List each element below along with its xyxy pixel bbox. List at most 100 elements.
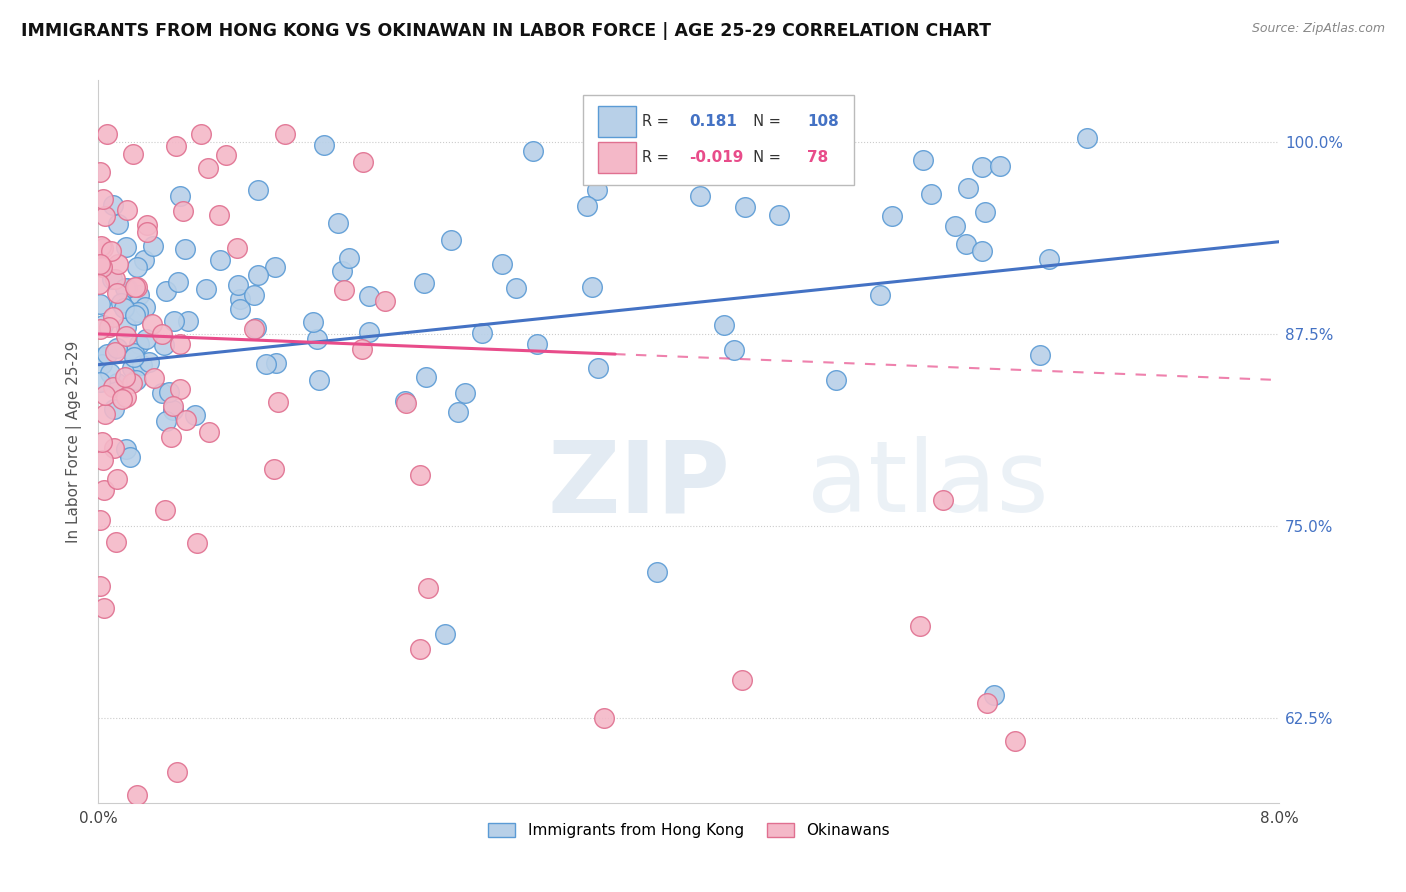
Point bbox=[104, 271, 127, 285]
Point bbox=[172, 203, 194, 218]
Y-axis label: In Labor Force | Age 25-29: In Labor Force | Age 25-29 bbox=[66, 341, 83, 542]
Point bbox=[135, 333, 157, 347]
Point bbox=[970, 244, 993, 258]
Point bbox=[155, 415, 177, 429]
FancyBboxPatch shape bbox=[598, 105, 636, 137]
Point bbox=[454, 386, 477, 401]
Point bbox=[359, 289, 381, 303]
Text: 78: 78 bbox=[807, 150, 828, 165]
Point bbox=[121, 361, 143, 376]
Point bbox=[943, 219, 966, 233]
Point bbox=[125, 260, 148, 274]
Point bbox=[115, 281, 138, 295]
Point bbox=[229, 293, 252, 307]
Point bbox=[412, 276, 434, 290]
Point bbox=[155, 284, 177, 298]
Point bbox=[114, 281, 136, 295]
Point bbox=[141, 318, 163, 332]
Point bbox=[332, 264, 354, 278]
Point bbox=[920, 187, 942, 202]
Point bbox=[186, 536, 208, 550]
Point bbox=[89, 257, 111, 271]
Point bbox=[957, 181, 980, 195]
Point bbox=[125, 280, 148, 294]
Point bbox=[983, 688, 1005, 702]
Point bbox=[110, 296, 132, 310]
Point bbox=[132, 253, 155, 268]
Point bbox=[352, 155, 374, 169]
Legend: Immigrants from Hong Kong, Okinawans: Immigrants from Hong Kong, Okinawans bbox=[481, 815, 897, 846]
Point bbox=[115, 320, 138, 334]
Text: R =: R = bbox=[641, 114, 673, 129]
Point bbox=[1029, 348, 1052, 362]
Point bbox=[165, 139, 187, 153]
Point bbox=[91, 318, 114, 333]
Point bbox=[505, 281, 527, 295]
Point bbox=[169, 337, 191, 351]
Point bbox=[169, 382, 191, 396]
Point bbox=[87, 277, 110, 292]
Point bbox=[127, 305, 149, 319]
Point bbox=[134, 301, 156, 315]
Point bbox=[699, 127, 721, 141]
Point bbox=[101, 380, 124, 394]
Point bbox=[89, 579, 111, 593]
Point bbox=[101, 272, 124, 286]
Point bbox=[162, 399, 184, 413]
Text: -0.019: -0.019 bbox=[689, 150, 744, 165]
Point bbox=[1038, 252, 1060, 266]
Point bbox=[394, 393, 416, 408]
Point bbox=[197, 425, 219, 440]
Point bbox=[357, 326, 380, 340]
Point bbox=[731, 673, 754, 687]
Text: atlas: atlas bbox=[807, 436, 1049, 533]
Point bbox=[136, 225, 159, 239]
Point bbox=[169, 188, 191, 202]
Point bbox=[226, 277, 249, 292]
Point bbox=[115, 203, 138, 218]
Point bbox=[121, 376, 143, 390]
Point bbox=[138, 355, 160, 369]
Point bbox=[89, 321, 111, 335]
Point bbox=[174, 412, 197, 426]
Point bbox=[107, 257, 129, 271]
Point bbox=[247, 183, 270, 197]
Point bbox=[970, 160, 993, 174]
Point bbox=[112, 301, 135, 315]
Point bbox=[1004, 734, 1026, 748]
Point bbox=[243, 322, 266, 336]
Point bbox=[104, 345, 127, 359]
Point bbox=[245, 321, 267, 335]
Text: ZIP: ZIP bbox=[547, 436, 730, 533]
Point bbox=[101, 197, 124, 211]
Point bbox=[115, 239, 138, 253]
Point bbox=[526, 336, 548, 351]
Point bbox=[96, 347, 118, 361]
Point bbox=[408, 642, 430, 657]
Point bbox=[100, 244, 122, 258]
Point bbox=[932, 492, 955, 507]
Point bbox=[136, 219, 159, 233]
Point bbox=[91, 357, 114, 371]
Point bbox=[207, 208, 229, 222]
Point bbox=[229, 301, 252, 316]
Point bbox=[91, 434, 114, 449]
Point bbox=[93, 601, 115, 615]
Point bbox=[114, 442, 136, 456]
Point bbox=[409, 468, 432, 483]
Point bbox=[114, 329, 136, 343]
Point bbox=[768, 208, 790, 222]
Point bbox=[395, 396, 418, 410]
Point bbox=[107, 217, 129, 231]
Point bbox=[105, 286, 128, 301]
Point bbox=[197, 161, 219, 176]
Point bbox=[586, 183, 609, 197]
Point bbox=[103, 401, 125, 416]
Point bbox=[94, 407, 117, 421]
Point bbox=[242, 288, 264, 302]
Point bbox=[125, 788, 148, 802]
Point bbox=[122, 351, 145, 365]
Point bbox=[105, 472, 128, 486]
Point bbox=[264, 356, 287, 370]
Point bbox=[592, 711, 614, 725]
